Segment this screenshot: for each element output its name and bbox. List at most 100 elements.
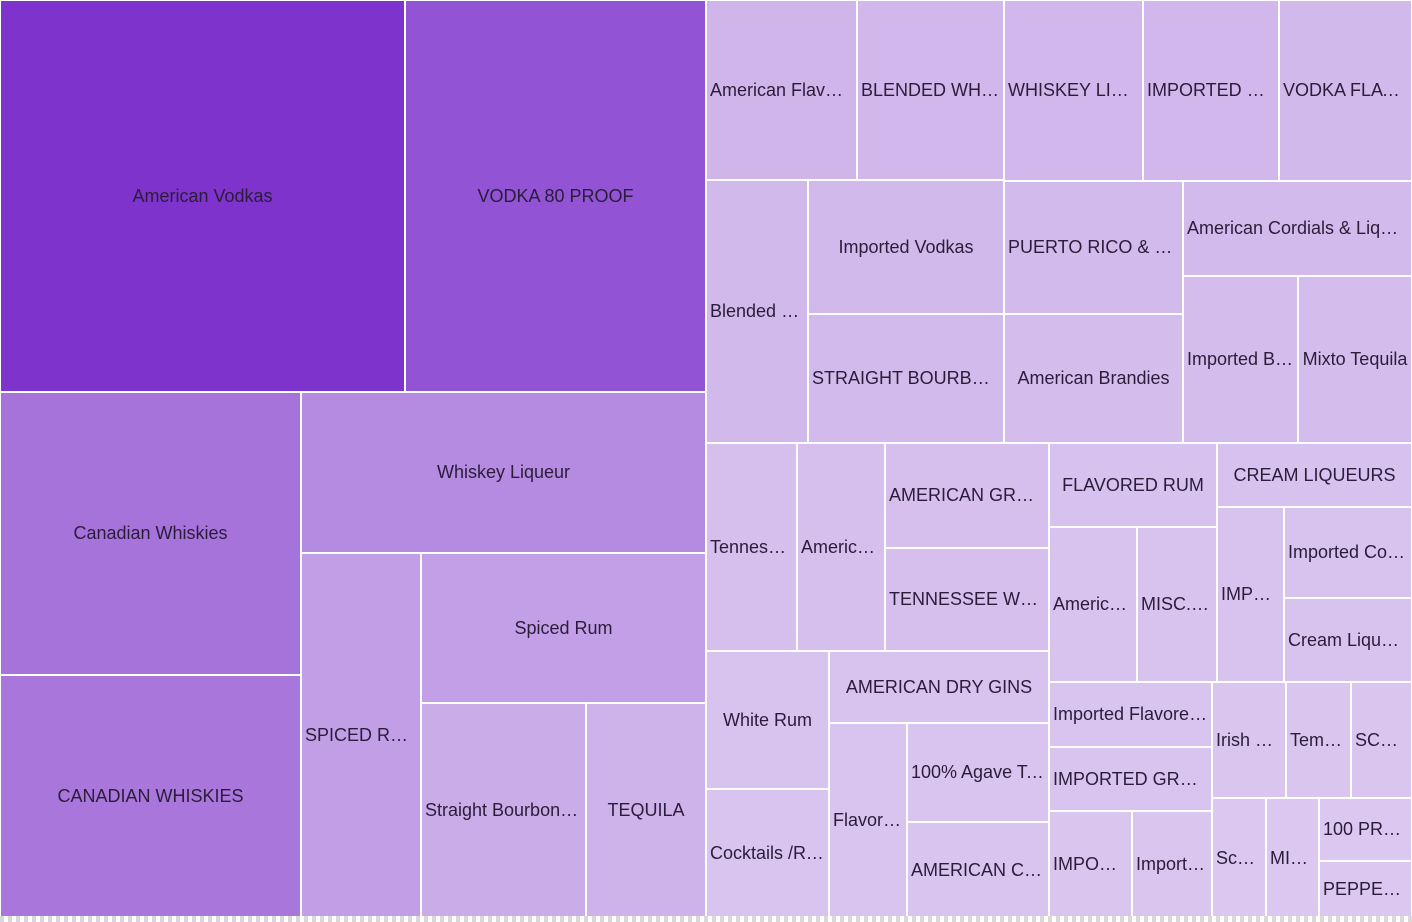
treemap-cell-label: AMERICAN GRAPE BRANDIES [889,485,1048,505]
treemap-cell-label: AMERICAN DRY GINS [845,676,1033,697]
treemap-cell-label: IMPORTED GRAPE BRANDIES [1053,768,1211,789]
treemap-cell-american-dry-gins: American Dry Gins [797,443,885,651]
treemap-cell-label: FLAVORED RUM [1062,474,1204,495]
treemap-cell-label: Imported Dry Gins [1136,854,1211,874]
treemap-cell-label: Imported Brandies [1187,349,1297,369]
treemap-cell-imported-vodkas: Imported Vodkas [808,180,1004,314]
treemap-cell-imported-schnapps: IMPORTED SCHNAPPS [1217,507,1284,682]
treemap-cell-imported-cordials-liqueurs: Imported Cordials & Liqueurs [1284,507,1412,598]
treemap-cell-label: VODKA 80 PROOF [477,185,634,206]
treemap-cell-label: American Flavored Vodka [710,79,856,100]
treemap-cell-canadian-whiskies: CANADIAN WHISKIES [0,675,301,918]
treemap-cell-temporary-specialty-items: Temporary & Specialty Items [1286,682,1351,798]
treemap-cell-american-cordials-liqueurs: American Cordials & Liqueurs [1183,181,1412,276]
treemap-cell-american-schnapps: American Schnapps [1049,527,1137,682]
treemap-cell-cream-liqueurs: Cream Liqueurs [1284,598,1412,682]
treemap-cell-label: Flavored Rum [833,810,906,830]
treemap-cell-imported-vodka: IMPORTED VODKA [1143,0,1279,181]
treemap-cell-label: Cream Liqueurs [1288,629,1411,650]
treemap-cell-label: TEQUILA [607,800,685,820]
treemap-cell-label: Temporary & Specialty Items [1290,729,1350,750]
treemap-cell-irish-whiskies: Irish Whiskies [1212,682,1286,798]
treemap-cell-label: Straight Bourbon Whiskies [425,800,585,820]
treemap-cell-label: CANADIAN WHISKIES [57,786,244,806]
treemap-cell-vodka-80-proof: VODKA 80 PROOF [405,0,706,392]
treemap-cell-label: American Schnapps [1053,594,1136,614]
treemap-cell-tequila: TEQUILA [586,703,706,918]
treemap-cell-label: Canadian Whiskies [73,523,228,543]
treemap-cell-label: American Vodkas [132,185,273,206]
treemap-cell-blended-whiskies: Blended Whiskies [706,180,808,443]
treemap-cell-mixto-tequila: Mixto Tequila [1298,276,1412,443]
treemap-cell-blended-whiskies: BLENDED WHISKIES [857,0,1004,180]
treemap-cell-puerto-rico-virgin-islands-rum: PUERTO RICO & VIRGIN ISLANDS RUM [1004,181,1183,314]
treemap-cell-label: BLENDED WHISKIES [861,79,1003,100]
treemap-cell-vodka-flavored: VODKA FLAVORED [1279,0,1412,181]
treemap-cell-imported-brandies: Imported Brandies [1183,276,1298,443]
treemap-cell-label: 100 PROOF VODKA [1323,819,1411,839]
treemap-cell-label: Imported Cordials & Liqueurs [1288,542,1411,562]
treemap-cell-label: VODKA FLAVORED [1283,80,1411,100]
treemap-cell-cream-liqueurs: CREAM LIQUEURS [1217,443,1412,507]
treemap-cell-label: 100% Agave Tequila [911,762,1048,782]
treemap-cell-american-cocktails: AMERICAN COCKTAILS [907,822,1049,918]
bottom-edge [0,916,1412,922]
treemap-cell-label: MISC. IMPORTED CORDIALS & LIQUEURS [1270,847,1318,868]
treemap-cell-label: Mixto Tequila [1302,349,1408,369]
treemap-cell-american-vodkas: American Vodkas [0,0,405,392]
treemap-cell-label: American Dry Gins [801,536,884,557]
treemap-cell-imported-grape-brandies: IMPORTED GRAPE BRANDIES [1049,747,1212,811]
treemap-cell-label: Irish Whiskies [1216,729,1285,750]
treemap-cell-imported-flavored-vodka: Imported Flavored Vodka [1049,682,1212,747]
treemap-cell-tennessee-whiskies: TENNESSEE WHISKIES [885,548,1049,651]
treemap-cell-label: American Brandies [1017,368,1170,388]
treemap-cell-label: AMERICAN COCKTAILS [911,859,1048,880]
treemap-cell-whiskey-liqueur: WHISKEY LIQUEUR [1004,0,1143,181]
treemap-cell-flavored-rum: FLAVORED RUM [1049,443,1217,527]
treemap-cell-label: White Rum [722,709,812,730]
treemap-cell-imported-dry-gins: Imported Dry Gins [1132,811,1212,918]
treemap-cell-whiskey-liqueur: Whiskey Liqueur [301,392,706,553]
treemap-cell-american-dry-gins: AMERICAN DRY GINS [829,651,1049,723]
treemap-cell-american-brandies: American Brandies [1004,314,1183,443]
treemap-cell-peppermint-schnapps: PEPPERMINT SCHNAPPS [1319,861,1412,918]
treemap-cell-label: MISC. AMERICAN CORDIALS & LIQUEURS [1141,594,1216,614]
treemap-cell-scotch-whiskies: Scotch Whiskies [1212,798,1266,918]
treemap-cell-label: Whiskey Liqueur [436,462,571,482]
treemap-cell-straight-bourbon-whiskies: STRAIGHT BOURBON WHISKIES [808,314,1004,443]
treemap-cell-label: PEPPERMINT SCHNAPPS [1323,879,1411,899]
treemap-cell-label: Imported Vodkas [838,236,974,257]
treemap-cell-flavored-rum: Flavored Rum [829,723,907,918]
treemap-cell-label: CREAM LIQUEURS [1233,464,1396,485]
treemap-cell-imported-dry-gins: IMPORTED DRY GINS [1049,811,1132,918]
treemap-cell-american-flavored-vodka: American Flavored Vodka [706,0,857,180]
treemap-cell-misc-imported-cordials-liqueurs: MISC. IMPORTED CORDIALS & LIQUEURS [1266,798,1319,918]
treemap-cell-label: SCOTCH WHISKIES [1355,729,1411,750]
treemap-cell-tennessee-whiskies: Tennessee Whiskies [706,443,797,651]
treemap-cell-label: IMPORTED VODKA [1147,80,1278,100]
treemap-cell-american-grape-brandies: AMERICAN GRAPE BRANDIES [885,443,1049,548]
treemap-cell-100-proof-vodka: 100 PROOF VODKA [1319,798,1412,861]
treemap-cell-label: Cocktails /RTD [710,843,828,863]
treemap-cell-scotch-whiskies: SCOTCH WHISKIES [1351,682,1412,798]
treemap-cell-label: IMPORTED DRY GINS [1053,854,1131,874]
treemap-cell-straight-bourbon-whiskies: Straight Bourbon Whiskies [421,703,586,918]
treemap-cell-label: PUERTO RICO & VIRGIN ISLANDS RUM [1008,237,1182,257]
treemap-cell-label: Scotch Whiskies [1216,847,1265,868]
treemap-cell-misc-american-cordials-liqueurs: MISC. AMERICAN CORDIALS & LIQUEURS [1137,527,1217,682]
treemap-cell-label: Tennessee Whiskies [710,536,796,557]
treemap-cell-label: WHISKEY LIQUEUR [1008,80,1142,100]
treemap-cell-label: Blended Whiskies [710,301,807,321]
treemap-cell-label: Imported Flavored Vodka [1053,704,1211,724]
treemap-cell-label: STRAIGHT BOURBON WHISKIES [812,368,1003,388]
treemap-cell-spiced-rum: SPICED RUM [301,553,421,918]
treemap-cell-white-rum: White Rum [706,651,829,789]
treemap-cell-label: Spiced Rum [514,617,613,638]
treemap-cell-label: TENNESSEE WHISKIES [889,589,1048,609]
treemap-cell-spiced-rum: Spiced Rum [421,553,706,703]
treemap-cell-cocktails-rtd: Cocktails /RTD [706,789,829,918]
treemap-cell-label: SPICED RUM [305,725,419,745]
treemap-cell-canadian-whiskies: Canadian Whiskies [0,392,301,675]
treemap-cell-100-agave-tequila: 100% Agave Tequila [907,723,1049,822]
